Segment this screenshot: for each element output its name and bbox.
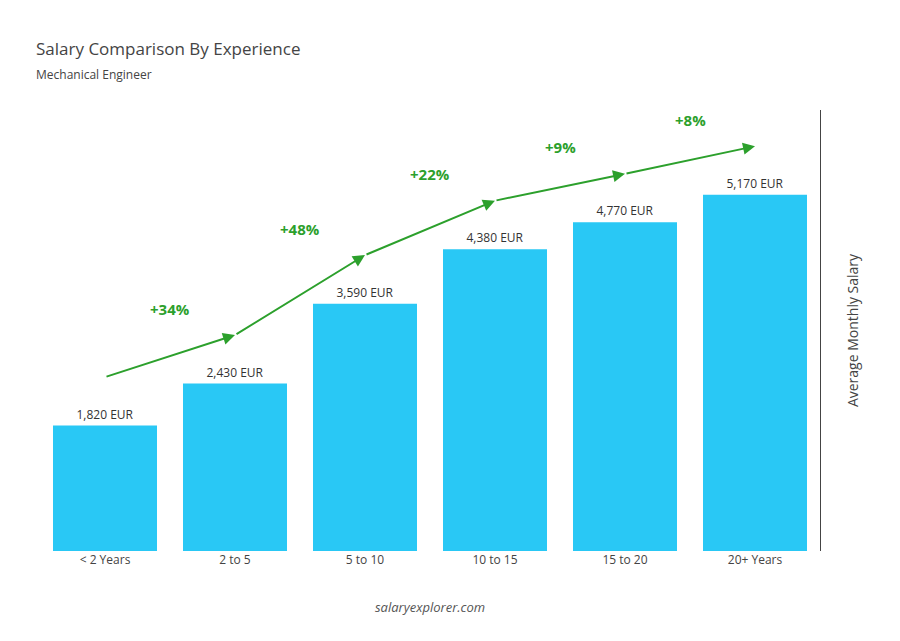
svg-text:Average Monthly Salary: Average Monthly Salary — [843, 253, 862, 407]
svg-text:15 to 20: 15 to 20 — [602, 551, 647, 568]
svg-text:Mechanical Engineer: Mechanical Engineer — [36, 66, 152, 83]
svg-text:1,820 EUR: 1,820 EUR — [76, 406, 133, 423]
svg-text:2,430 EUR: 2,430 EUR — [206, 364, 263, 381]
svg-text:Salary Comparison By Experienc: Salary Comparison By Experience — [36, 37, 300, 60]
svg-text:+22%: +22% — [410, 164, 450, 184]
svg-text:20+ Years: 20+ Years — [728, 551, 783, 568]
svg-text:+34%: +34% — [150, 299, 190, 319]
svg-text:4,770 EUR: 4,770 EUR — [596, 202, 653, 219]
svg-text:salaryexplorer.com: salaryexplorer.com — [375, 598, 485, 616]
svg-text:+9%: +9% — [545, 137, 576, 157]
svg-text:2 to 5: 2 to 5 — [219, 551, 251, 568]
svg-text:5 to 10: 5 to 10 — [346, 551, 384, 568]
svg-text:< 2 Years: < 2 Years — [80, 551, 131, 568]
svg-text:+48%: +48% — [280, 219, 320, 239]
svg-text:5,170 EUR: 5,170 EUR — [726, 175, 783, 192]
svg-text:3,590 EUR: 3,590 EUR — [336, 284, 393, 301]
svg-text:+8%: +8% — [675, 110, 706, 130]
svg-text:4,380 EUR: 4,380 EUR — [466, 229, 523, 246]
svg-text:10 to 15: 10 to 15 — [472, 551, 517, 568]
